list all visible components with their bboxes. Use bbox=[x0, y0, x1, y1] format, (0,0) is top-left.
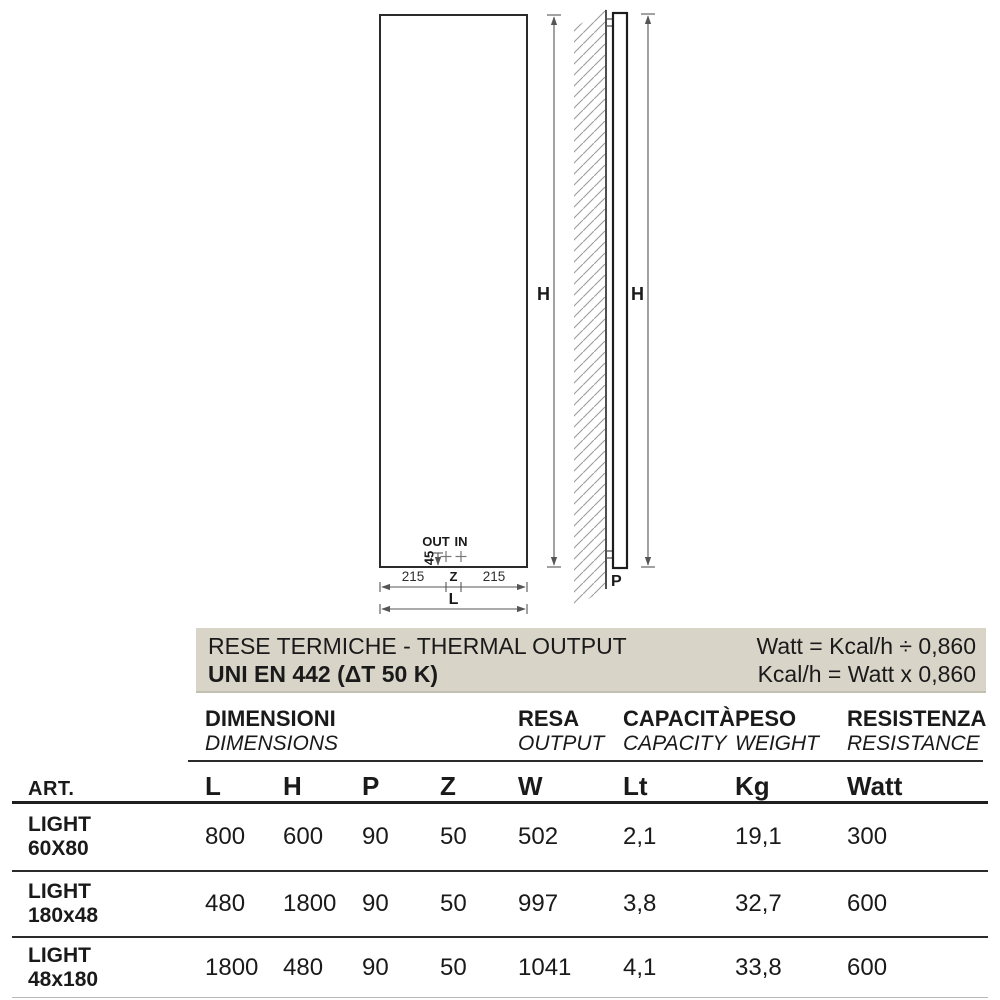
group-dimensions-en: DIMENSIONS bbox=[205, 732, 339, 755]
side-height-label: H bbox=[631, 284, 644, 304]
left-offset-value: 215 bbox=[402, 569, 425, 584]
right-offset-value: 215 bbox=[483, 569, 506, 584]
group-dimensions-it: DIMENSIONI bbox=[205, 706, 336, 731]
art-line2: 48x180 bbox=[28, 967, 99, 991]
banner-title: RESE TERMICHE - THERMAL OUTPUT UNI EN 44… bbox=[208, 632, 627, 688]
table-row: LIGHT 60X80 800 600 90 50 502 2,1 19,1 3… bbox=[12, 804, 988, 872]
col-header-watt: Watt bbox=[847, 771, 903, 801]
table-row: LIGHT 180x48 480 1800 90 50 997 3,8 32,7… bbox=[12, 872, 988, 938]
spec-table: DIMENSIONI DIMENSIONS RESA OUTPUT CAPACI… bbox=[12, 700, 988, 998]
front-height-dimension bbox=[547, 14, 561, 568]
art-line2: 180x48 bbox=[28, 904, 99, 927]
group-resistance-it: RESISTENZA bbox=[847, 706, 987, 731]
col-header-kg: Kg bbox=[735, 771, 770, 801]
group-resistance: RESISTENZA RESISTANCE bbox=[847, 700, 988, 762]
formula-line1: Watt = Kcal/h ÷ 0,860 bbox=[756, 632, 976, 659]
art-line1: LIGHT bbox=[28, 813, 91, 836]
row-art-code: LIGHT 48x180 bbox=[12, 944, 205, 992]
cell-h: 1800 bbox=[283, 890, 337, 917]
cell-p: 90 bbox=[362, 823, 389, 850]
group-underline bbox=[188, 760, 983, 762]
radiator-technical-drawing: H OUT IN 45 215 Z 215 L bbox=[379, 8, 655, 614]
col-header-lt: Lt bbox=[623, 771, 648, 801]
cell-kg: 33,8 bbox=[735, 953, 782, 981]
column-header-row: ART. L H P Z W Lt Kg Watt bbox=[12, 762, 988, 804]
cell-lt: 4,1 bbox=[623, 953, 657, 981]
offset-dimension-line bbox=[379, 582, 528, 592]
cell-lt: 3,8 bbox=[623, 890, 657, 917]
cell-w: 997 bbox=[518, 890, 559, 917]
group-dimensions: DIMENSIONI DIMENSIONS bbox=[205, 700, 518, 762]
width-label: L bbox=[449, 591, 459, 608]
side-view-panel bbox=[611, 11, 629, 570]
group-output: RESA OUTPUT bbox=[518, 700, 623, 762]
group-capacity-en: CAPACITY bbox=[623, 732, 727, 755]
banner-title-line1: RESE TERMICHE - THERMAL OUTPUT bbox=[208, 632, 627, 659]
cell-h: 480 bbox=[283, 953, 324, 981]
group-output-en: OUTPUT bbox=[518, 732, 605, 755]
group-resistance-en: RESISTANCE bbox=[847, 732, 980, 755]
cell-z: 50 bbox=[440, 823, 467, 850]
art-line1: LIGHT bbox=[28, 943, 91, 967]
col-header-h: H bbox=[283, 771, 302, 801]
cell-h: 600 bbox=[283, 823, 324, 850]
col-header-art: ART. bbox=[28, 778, 75, 800]
inlet-label: IN bbox=[455, 534, 468, 549]
cell-w: 1041 bbox=[518, 953, 572, 981]
cell-lt: 2,1 bbox=[623, 823, 657, 850]
width-dimension-line bbox=[379, 604, 528, 614]
cell-p: 90 bbox=[362, 890, 389, 917]
cell-p: 90 bbox=[362, 953, 389, 981]
outlet-label: OUT bbox=[422, 534, 450, 549]
col-header-z: Z bbox=[440, 771, 456, 801]
col-header-l: L bbox=[205, 771, 221, 801]
cell-watt: 600 bbox=[847, 953, 888, 981]
valve-connection-icons bbox=[440, 551, 467, 562]
cell-l: 1800 bbox=[205, 953, 259, 981]
cell-z: 50 bbox=[440, 953, 467, 981]
cell-kg: 19,1 bbox=[735, 823, 782, 850]
group-weight: PESO WEIGHT bbox=[735, 700, 847, 762]
group-weight-it: PESO bbox=[735, 706, 797, 731]
front-height-label: H bbox=[537, 284, 550, 304]
wall-hatch-section bbox=[574, 8, 606, 608]
cell-l: 480 bbox=[205, 890, 246, 917]
cell-watt: 300 bbox=[847, 823, 888, 850]
inlet-height-label: 45 bbox=[422, 551, 437, 565]
front-view-panel bbox=[379, 14, 528, 568]
art-line2: 60X80 bbox=[28, 837, 89, 860]
cell-w: 502 bbox=[518, 823, 559, 850]
col-header-p: P bbox=[362, 771, 380, 801]
group-output-it: RESA bbox=[518, 706, 580, 731]
depth-label: P bbox=[611, 573, 622, 590]
side-height-dimension bbox=[641, 13, 655, 568]
cell-kg: 32,7 bbox=[735, 890, 782, 917]
row-art-code: LIGHT 180x48 bbox=[12, 880, 205, 928]
group-capacity: CAPACITÀ CAPACITY bbox=[623, 700, 735, 762]
inlet-height-dimension bbox=[433, 552, 443, 566]
thermal-output-banner: RESE TERMICHE - THERMAL OUTPUT UNI EN 44… bbox=[196, 628, 986, 693]
group-header-row: DIMENSIONI DIMENSIONS RESA OUTPUT CAPACI… bbox=[12, 700, 988, 762]
col-header-w: W bbox=[518, 771, 543, 801]
banner-title-line2: UNI EN 442 (ΔT 50 K) bbox=[208, 660, 438, 687]
group-capacity-it: CAPACITÀ bbox=[623, 706, 736, 731]
cell-watt: 600 bbox=[847, 890, 888, 917]
art-line1: LIGHT bbox=[28, 880, 91, 903]
table-row: LIGHT 48x180 1800 480 90 50 1041 4,1 33,… bbox=[12, 938, 988, 998]
group-weight-en: WEIGHT bbox=[735, 732, 819, 755]
formula-line2: Kcal/h = Watt x 0,860 bbox=[757, 660, 976, 687]
cell-z: 50 bbox=[440, 890, 467, 917]
row-art-code: LIGHT 60X80 bbox=[12, 813, 205, 861]
cell-l: 800 bbox=[205, 823, 246, 850]
center-distance-label: Z bbox=[450, 569, 458, 584]
conversion-formulas: Watt = Kcal/h ÷ 0,860 Kcal/h = Watt x 0,… bbox=[756, 632, 976, 688]
